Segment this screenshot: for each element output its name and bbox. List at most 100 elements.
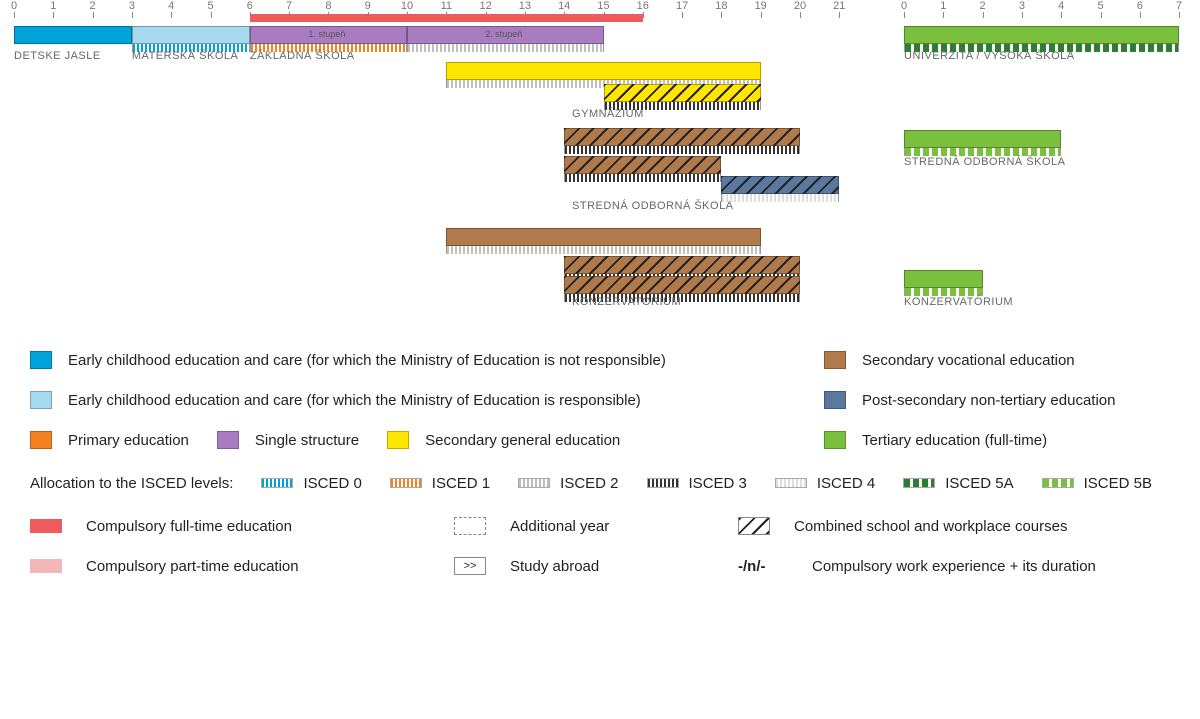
track-label: KONZERVATÓRIUM [572,296,681,308]
track-label: KONZERVATÓRIUM [904,296,1013,308]
education-bar [446,228,760,246]
legend-comp-part: Compulsory part-time education [86,558,426,575]
legend-early-light: Early childhood education and care (for … [68,392,641,409]
isced-strip [721,194,839,202]
legend-isced0: ISCED 0 [303,475,361,492]
legend-comp-full: Compulsory full-time education [86,518,426,535]
legend-post-sec: Post-secondary non-tertiary education [862,392,1142,409]
track-label: GYMNÁZIUM [572,108,644,120]
axis-tick-label: 3 [1019,0,1025,12]
legend-isced1: ISCED 1 [432,475,490,492]
education-timeline-chart: 0123456789101112131415161718192021012345… [14,0,1186,320]
swatch-isced1 [390,478,422,488]
swatch-compulsory-full [30,519,62,533]
isced-strip [904,288,983,296]
isced-title: Allocation to the ISCED levels: [30,475,233,492]
hatch-overlay [564,256,800,274]
axis-tick-label: 16 [637,0,649,12]
segment-sublabel: 2. stupeň [485,29,522,39]
swatch-study-abroad: >> [454,557,486,575]
legend-sec-voc: Secondary vocational education [862,352,1142,369]
legend-isced2: ISCED 2 [560,475,618,492]
axis-tick-label: 4 [168,0,174,12]
axis-tick-label: 8 [325,0,331,12]
legend: Early childhood education and care (for … [30,340,1170,586]
swatch-post-sec [824,391,846,409]
axis-tick-label: 7 [1176,0,1182,12]
swatch-sec-gen [387,431,409,449]
axis-tick-label: 15 [597,0,609,12]
axis-tick-label: 12 [479,0,491,12]
legend-isced4: ISCED 4 [817,475,875,492]
legend-single: Single structure [255,432,359,449]
axis-tick-label: 19 [755,0,767,12]
isced-strip [564,174,721,182]
isced-strip [407,44,604,52]
swatch-early-dark [30,351,52,369]
education-bar [904,270,983,288]
legend-sec-gen: Secondary general education [425,432,620,449]
axis-tick-label: 2 [980,0,986,12]
legend-combined: Combined school and workplace courses [794,518,1067,535]
swatch-isced4 [775,478,807,488]
isced-strip [904,148,1061,156]
axis-tick-label: 6 [247,0,253,12]
legend-tertiary: Tertiary education (full-time) [862,432,1142,449]
track-label: STREDNÁ ODBORNÁ ŠKOLA [904,156,1065,168]
swatch-combined [738,517,770,535]
education-bar [904,130,1061,148]
hatch-overlay [564,128,800,146]
legend-isced5a: ISCED 5A [945,475,1013,492]
axis-tick-label: 9 [365,0,371,12]
swatch-sec-voc [824,351,846,369]
education-bar [446,62,760,80]
legend-study-abroad: Study abroad [510,558,710,575]
legend-isced3: ISCED 3 [689,475,747,492]
axis-tick-label: 14 [558,0,570,12]
axis-tick-label: 18 [715,0,727,12]
swatch-additional-year [454,517,486,535]
axis-tick-label: 13 [519,0,531,12]
compulsory-full-bar [250,14,643,22]
swatch-isced3 [647,478,679,488]
axis-tick-label: 11 [441,0,452,12]
axis-tick-label: 6 [1137,0,1143,12]
education-bar [14,26,132,44]
axis-tick-label: 5 [1097,0,1103,12]
isced-strip [446,246,760,254]
axis-tick-label: 5 [207,0,213,12]
axis-tick-label: 1 [940,0,946,12]
legend-primary: Primary education [68,432,189,449]
axis-tick-label: 7 [286,0,292,12]
axis-tick-label: 21 [833,0,845,12]
swatch-single [217,431,239,449]
swatch-primary [30,431,52,449]
education-bar [904,26,1179,44]
axis-tick-label: 4 [1058,0,1064,12]
axis-tick-label: 2 [90,0,96,12]
track-label: STREDNÁ ODBORNÁ ŠKOLA [572,200,733,212]
swatch-early-light [30,391,52,409]
axis-tick-label: 20 [794,0,806,12]
axis-tick-label: 10 [401,0,413,12]
isced-strip [564,146,800,154]
axis-tick-label: 3 [129,0,135,12]
legend-additional-year: Additional year [510,518,710,535]
axis-tick-label: 0 [11,0,17,12]
swatch-isced5a [903,478,935,488]
hatch-overlay [721,176,839,194]
legend-early-dark: Early childhood education and care (for … [68,352,666,369]
legend-isced5b: ISCED 5B [1084,475,1152,492]
swatch-tertiary [824,431,846,449]
education-bar [132,26,250,44]
segment-sublabel: 1. stupeň [308,29,345,39]
legend-work-exp: Compulsory work experience + its duratio… [812,558,1096,575]
swatch-compulsory-part [30,559,62,573]
track-label: MATERSKÁ ŠKOLA [132,50,238,62]
hatch-overlay [564,156,721,174]
work-exp-symbol: -/n/- [738,558,784,575]
swatch-isced5b [1042,478,1074,488]
axis-tick-label: 0 [901,0,907,12]
hatch-overlay [604,84,761,102]
track-label: ZÁKLADNÁ ŠKOLA [250,50,355,62]
